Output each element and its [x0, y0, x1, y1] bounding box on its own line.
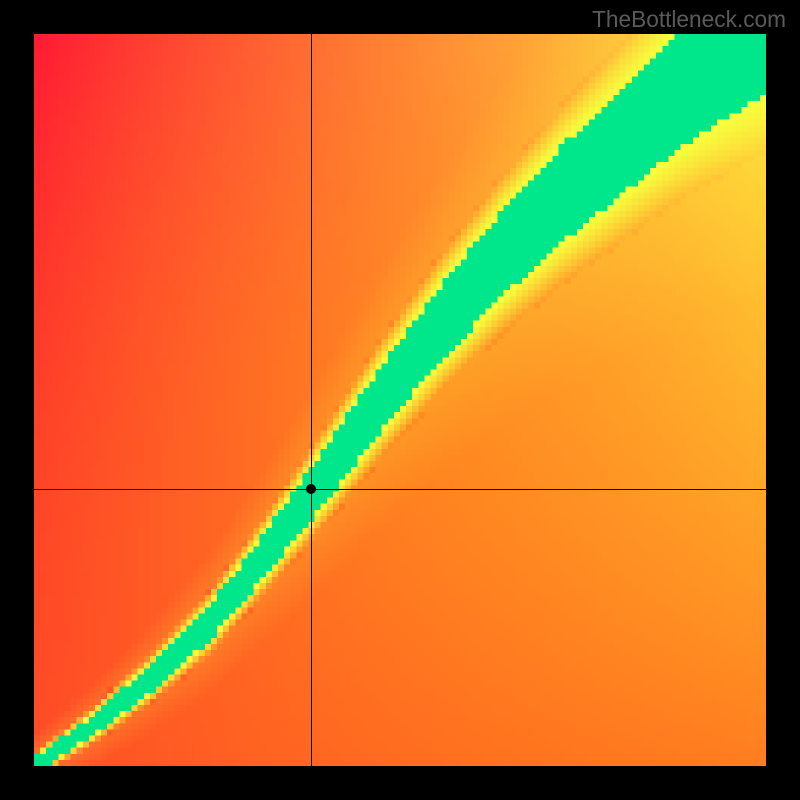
- crosshair-marker: [306, 484, 316, 494]
- crosshair-horizontal: [34, 489, 766, 490]
- bottleneck-heatmap: [34, 34, 766, 766]
- crosshair-vertical: [311, 34, 312, 766]
- chart-frame: TheBottleneck.com: [0, 0, 800, 800]
- attribution-watermark: TheBottleneck.com: [592, 6, 786, 33]
